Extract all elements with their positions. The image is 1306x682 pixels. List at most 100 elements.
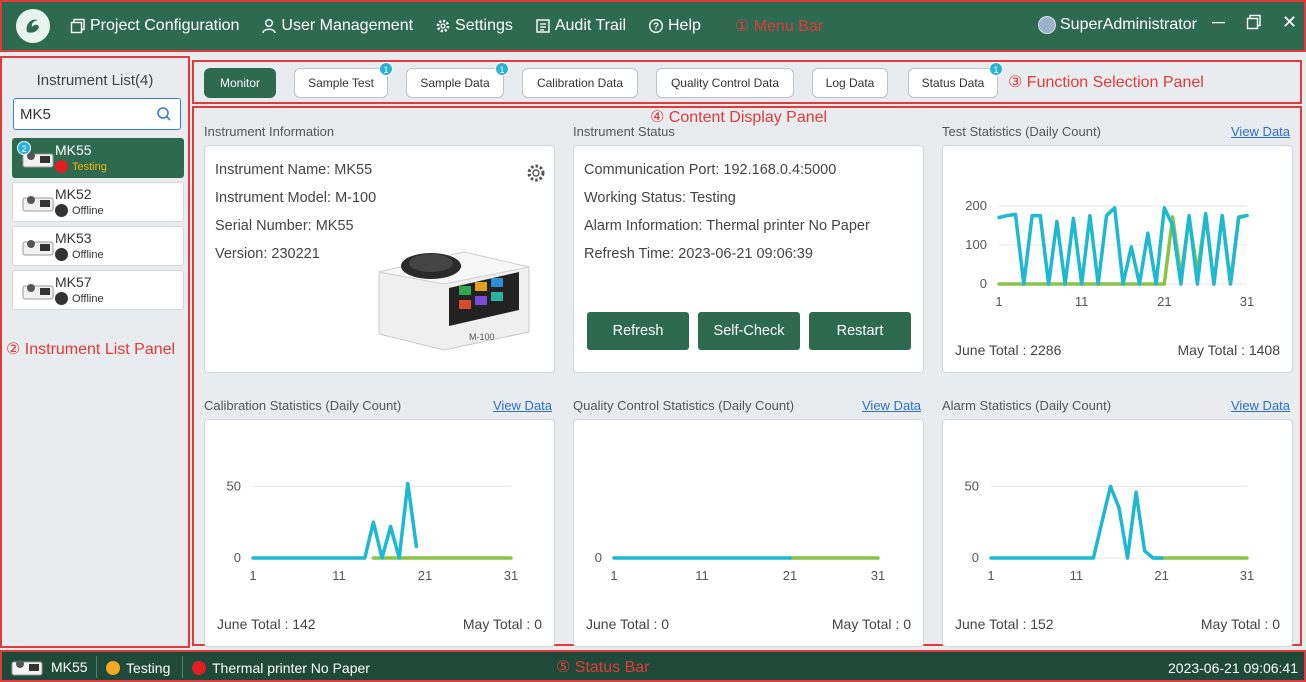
divider (182, 656, 183, 678)
menu-bar-annotation: ① Menu Bar (734, 18, 824, 35)
status-dot (55, 160, 68, 173)
menu-project-configuration[interactable]: Project Configuration (70, 17, 239, 35)
series-line-june (997, 206, 1249, 286)
instrument-status: Offline (55, 248, 104, 261)
qc-stats-card: 0 1 11 21 31 June Total : 0 May Total : 0 (573, 419, 924, 647)
instrument-item-mk57[interactable]: MK57 Offline (12, 270, 184, 310)
search-input[interactable] (20, 105, 150, 123)
instrument-badge: 2 (17, 141, 31, 155)
refresh-time-line: Refresh Time: 2023-06-21 09:06:39 (584, 246, 813, 262)
tab-badge: 1 (495, 62, 509, 76)
help-icon: ? (648, 18, 664, 34)
tab-label: Monitor (219, 76, 260, 90)
tab-sample-data[interactable]: Sample Data 1 (406, 62, 509, 98)
instrument-name: MK52 (55, 186, 92, 202)
x-tick-label: 21 (418, 568, 432, 583)
user-account[interactable]: SuperAdministrator (1038, 16, 1197, 34)
x-tick-label: 11 (1070, 568, 1084, 583)
alarm-dot (192, 661, 206, 675)
instrument-item-mk55[interactable]: 2 MK55 Testing (12, 138, 184, 178)
calibration-stats-view-data-link[interactable]: View Data (493, 398, 553, 413)
menu-user-management[interactable]: User Management (261, 17, 413, 35)
working-status-line: Working Status: Testing (584, 190, 736, 206)
tab-sample-test[interactable]: Sample Test 1 (294, 62, 393, 98)
tab-status-data[interactable]: Status Data 1 (908, 62, 1003, 98)
june-total: June Total : 2286 (955, 342, 1062, 358)
test-stats-view-data-link[interactable]: View Data (1231, 124, 1291, 139)
instrument-name: MK57 (55, 274, 92, 290)
minimize-icon[interactable]: ─ (1212, 12, 1225, 32)
close-icon[interactable]: ✕ (1282, 12, 1298, 32)
self-check-button[interactable]: Self-Check (698, 312, 800, 350)
status-bar: MK55 Testing Thermal printer No Paper ⑤ … (0, 650, 1306, 682)
status-dot (106, 661, 120, 675)
may-total: May Total : 0 (831, 616, 911, 632)
x-tick-label: 1 (249, 568, 256, 583)
instrument-item-mk52[interactable]: MK52 Offline (12, 182, 184, 222)
instrument-status: Testing (55, 160, 107, 173)
instrument-icon (22, 240, 54, 256)
instrument-status-text: Offline (72, 248, 104, 261)
gear-icon[interactable] (525, 162, 547, 184)
document-icon (536, 19, 550, 33)
qc-stats-view-data-link[interactable]: View Data (862, 398, 922, 413)
menu-settings[interactable]: Settings (435, 17, 513, 35)
menu-bar: Project Configuration User Management Se… (0, 0, 1306, 52)
refresh-button[interactable]: Refresh (587, 312, 689, 350)
x-tick-label: 31 (504, 568, 518, 583)
y-tick-label: 200 (965, 198, 987, 213)
function-panel-annotation: ③ Function Selection Panel (1008, 74, 1204, 91)
status-dot (55, 248, 68, 261)
tab-badge: 1 (989, 62, 1003, 76)
tab-monitor[interactable]: Monitor (204, 68, 276, 98)
gear-icon (436, 19, 450, 33)
instrument-model-line: Instrument Model: M-100 (215, 190, 377, 206)
instrument-status-text: Testing (72, 160, 107, 173)
status-bar-annotation: ⑤ Status Bar (556, 659, 650, 676)
y-tick-label: 50 (227, 478, 241, 493)
restore-icon[interactable] (1246, 14, 1262, 35)
search-box[interactable] (13, 98, 181, 130)
search-icon[interactable] (156, 106, 172, 125)
main-menu: Project Configuration User Management Se… (70, 16, 823, 36)
tab-log-data[interactable]: Log Data (812, 68, 888, 98)
tab-label: Sample Test (308, 76, 374, 90)
avatar (1038, 16, 1056, 34)
tab-quality-control-data[interactable]: Quality Control Data (656, 68, 794, 98)
instrument-list-title: Instrument List(4) (36, 72, 154, 89)
status-working: Testing (106, 660, 170, 676)
tab-badge: 1 (379, 62, 393, 76)
copy-icon (70, 18, 85, 34)
y-tick-label: 0 (972, 550, 979, 565)
function-selection-panel: Monitor Sample Test 1 Sample Data 1 Calibr… (192, 60, 1302, 104)
x-tick-label: 1 (995, 294, 1002, 309)
x-tick-label: 21 (1154, 568, 1168, 583)
instrument-status-text: Offline (72, 292, 104, 305)
svg-text:?: ? (653, 22, 659, 33)
user-icon (262, 19, 277, 34)
instrument-list-annotation: ② Instrument List Panel (6, 341, 176, 358)
x-tick-label: 31 (1240, 568, 1254, 583)
menu-label: Settings (455, 17, 513, 34)
status-datetime: 2023-06-21 09:06:41 (1168, 660, 1298, 676)
restart-button[interactable]: Restart (809, 312, 911, 350)
y-tick-label: 0 (595, 550, 602, 565)
instrument-icon (22, 196, 54, 212)
alarm-stats-view-data-link[interactable]: View Data (1231, 398, 1291, 413)
y-tick-label: 0 (980, 276, 987, 291)
y-tick-label: 100 (965, 237, 987, 252)
menu-audit-trail[interactable]: Audit Trail (535, 17, 626, 35)
instrument-item-mk53[interactable]: MK53 Offline (12, 226, 184, 266)
tab-label: Status Data (921, 76, 985, 90)
x-tick-label: 21 (783, 568, 797, 583)
x-tick-label: 11 (332, 568, 346, 583)
content-panel-annotation: ④ Content Display Panel (650, 109, 828, 126)
menu-label: Project Configuration (90, 17, 240, 34)
menu-help[interactable]: ? Help (648, 17, 701, 35)
series-line-june (989, 484, 1164, 560)
divider (96, 656, 97, 678)
status-working-text: Testing (126, 660, 171, 676)
tab-calibration-data[interactable]: Calibration Data (522, 68, 638, 98)
instrument-icon (22, 284, 54, 300)
